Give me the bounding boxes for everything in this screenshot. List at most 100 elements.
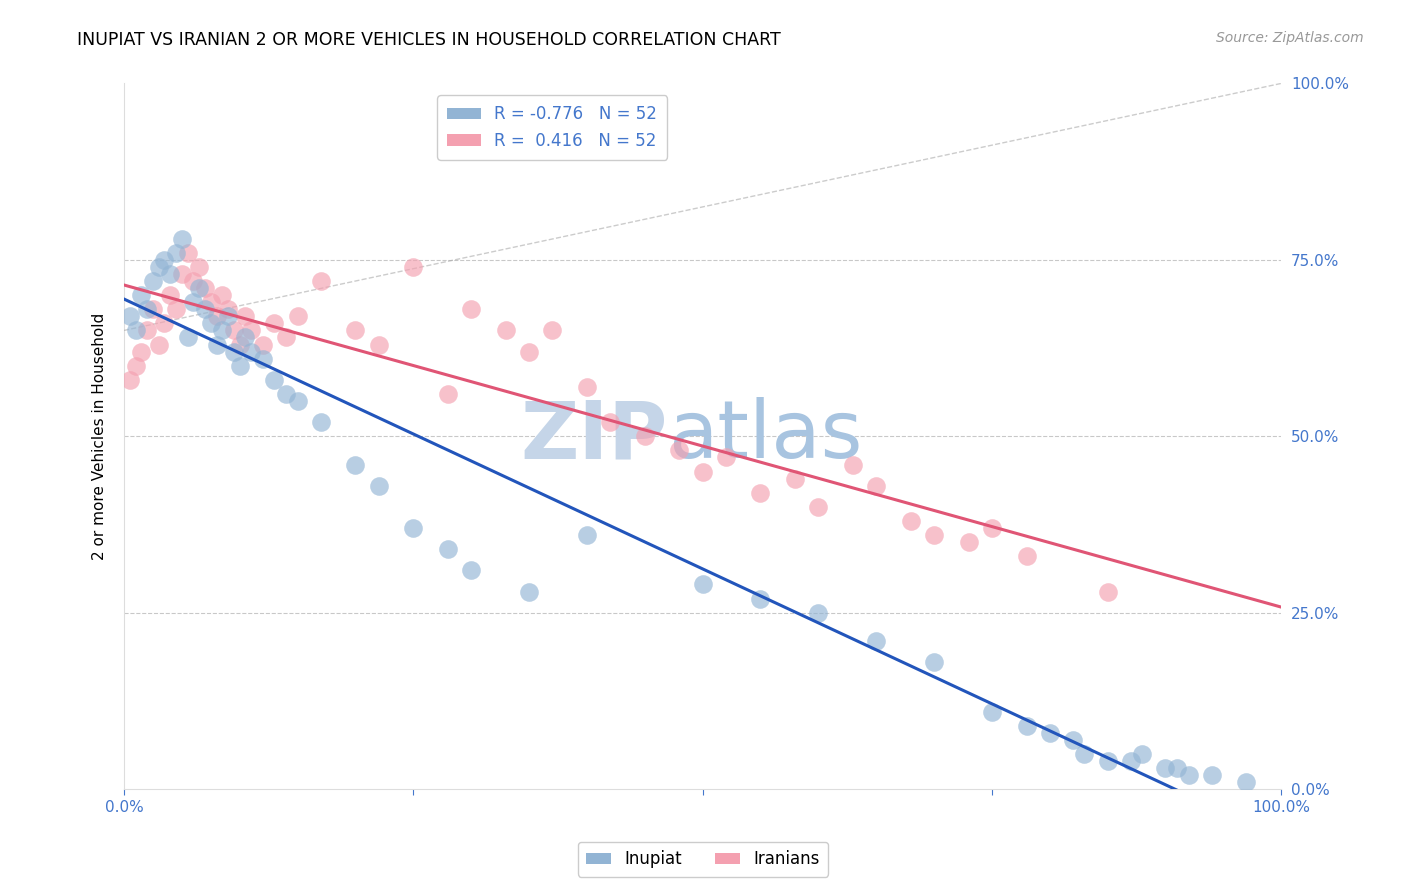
Point	[194, 281, 217, 295]
Point	[865, 634, 887, 648]
Point	[344, 458, 367, 472]
Point	[124, 359, 146, 373]
Point	[252, 337, 274, 351]
Point	[131, 344, 153, 359]
Point	[183, 295, 205, 310]
Point	[575, 380, 598, 394]
Point	[228, 359, 250, 373]
Point	[692, 577, 714, 591]
Point	[142, 274, 165, 288]
Text: ZIP: ZIP	[520, 397, 668, 475]
Point	[980, 705, 1002, 719]
Y-axis label: 2 or more Vehicles in Household: 2 or more Vehicles in Household	[93, 313, 107, 560]
Point	[217, 302, 239, 317]
Point	[575, 528, 598, 542]
Point	[194, 302, 217, 317]
Point	[460, 563, 482, 577]
Point	[274, 387, 297, 401]
Point	[344, 323, 367, 337]
Point	[124, 323, 146, 337]
Point	[1201, 768, 1223, 782]
Point	[118, 373, 141, 387]
Text: Source: ZipAtlas.com: Source: ZipAtlas.com	[1216, 31, 1364, 45]
Point	[309, 274, 332, 288]
Point	[634, 429, 657, 443]
Point	[807, 500, 830, 514]
Point	[599, 415, 621, 429]
Point	[170, 267, 193, 281]
Point	[159, 288, 181, 302]
Point	[170, 232, 193, 246]
Point	[205, 337, 228, 351]
Point	[165, 245, 187, 260]
Point	[159, 267, 181, 281]
Point	[211, 323, 233, 337]
Point	[205, 310, 228, 324]
Point	[1154, 761, 1177, 775]
Point	[240, 323, 263, 337]
Point	[842, 458, 865, 472]
Point	[807, 606, 830, 620]
Point	[136, 323, 159, 337]
Point	[153, 317, 176, 331]
Point	[217, 310, 239, 324]
Point	[437, 542, 460, 557]
Point	[235, 330, 257, 344]
Point	[200, 295, 222, 310]
Point	[200, 317, 222, 331]
Point	[287, 394, 309, 409]
Point	[1015, 718, 1038, 732]
Point	[188, 281, 211, 295]
Point	[785, 472, 807, 486]
Point	[1062, 732, 1084, 747]
Point	[1234, 775, 1257, 789]
Point	[235, 310, 257, 324]
Point	[188, 260, 211, 274]
Point	[541, 323, 564, 337]
Point	[1130, 747, 1153, 761]
Point	[136, 302, 159, 317]
Point	[460, 302, 482, 317]
Point	[1119, 754, 1142, 768]
Point	[153, 252, 176, 267]
Point	[263, 317, 285, 331]
Point	[1015, 549, 1038, 564]
Point	[714, 450, 737, 465]
Point	[367, 337, 389, 351]
Point	[222, 344, 245, 359]
Point	[228, 337, 250, 351]
Point	[1097, 754, 1119, 768]
Point	[222, 323, 245, 337]
Legend: R = -0.776   N = 52, R =  0.416   N = 52: R = -0.776 N = 52, R = 0.416 N = 52	[437, 95, 666, 160]
Point	[900, 514, 922, 528]
Point	[517, 584, 540, 599]
Point	[142, 302, 165, 317]
Point	[1039, 725, 1062, 739]
Point	[1177, 768, 1199, 782]
Point	[148, 260, 170, 274]
Point	[131, 288, 153, 302]
Point	[309, 415, 332, 429]
Point	[668, 443, 690, 458]
Point	[495, 323, 517, 337]
Point	[980, 521, 1002, 535]
Point	[252, 351, 274, 366]
Point	[922, 528, 945, 542]
Point	[865, 478, 887, 492]
Point	[1073, 747, 1095, 761]
Point	[402, 521, 425, 535]
Point	[1166, 761, 1188, 775]
Point	[240, 344, 263, 359]
Text: INUPIAT VS IRANIAN 2 OR MORE VEHICLES IN HOUSEHOLD CORRELATION CHART: INUPIAT VS IRANIAN 2 OR MORE VEHICLES IN…	[77, 31, 782, 49]
Legend: Inupiat, Iranians: Inupiat, Iranians	[578, 842, 828, 877]
Point	[692, 465, 714, 479]
Point	[517, 344, 540, 359]
Point	[263, 373, 285, 387]
Point	[165, 302, 187, 317]
Point	[437, 387, 460, 401]
Point	[957, 535, 980, 549]
Text: atlas: atlas	[668, 397, 862, 475]
Point	[176, 330, 198, 344]
Point	[367, 478, 389, 492]
Point	[922, 655, 945, 669]
